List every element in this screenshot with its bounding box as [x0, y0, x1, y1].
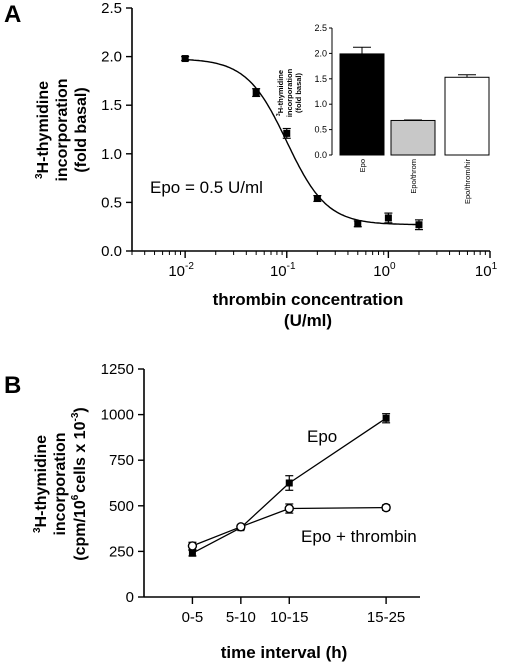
panel-a-data-points — [181, 55, 423, 231]
panel-a-data-point — [313, 195, 321, 203]
panel-b-point-square — [188, 549, 196, 557]
inset-y-label-sup: 3 — [276, 113, 282, 116]
panel-b-y-ticks: 0 250 500 750 1000 1250 — [101, 361, 144, 606]
inset-y-label-text1: H-thymidine — [276, 70, 285, 113]
panel-b-y-label: 3H-thymidine incorporation (cpm/106 cells… — [32, 407, 89, 560]
inset-y-tick-label: 0.5 — [314, 125, 327, 135]
inset-x-label: Epo — [358, 159, 367, 172]
panel-b-y-label-cpm: (cpm/10 — [72, 500, 89, 561]
panel-letter-a: A — [4, 1, 21, 28]
panel-b-point-square — [382, 414, 390, 422]
panel-a-x-tick-label: 100 — [373, 261, 396, 280]
panel-b-point-circle — [381, 502, 391, 513]
inset-y-tick-label: 1.0 — [314, 99, 327, 109]
panel-a-data-point — [384, 214, 392, 222]
panel-b-y-tick-label: 250 — [109, 543, 134, 560]
panel-b-x-label: time interval (h) — [221, 643, 348, 662]
panel-b-series-label-epo-thrombin: Epo + thrombin — [301, 527, 417, 546]
panel-a-data-point — [252, 89, 260, 97]
inset-y-tick-label: 2.0 — [314, 48, 327, 58]
panel-a-data-point — [181, 55, 189, 63]
panel-b-x-axis: 0-5 5-10 10-15 15-25 — [144, 596, 420, 626]
inset-bar — [339, 53, 385, 156]
panel-b-y-tick-label: 0 — [126, 589, 134, 606]
inset-y-tick-label: 0.0 — [314, 150, 327, 160]
inset-y-tick-label: 1.5 — [314, 74, 327, 84]
panel-a-x-tick-label: 10-2 — [168, 261, 194, 280]
panel-a-fit-curve — [185, 58, 419, 226]
panel-b-x-ticks: 0-5 5-10 10-15 15-25 — [182, 597, 405, 626]
panel-a-y-label-sup: 3 — [34, 173, 45, 179]
panel-a-y-label: 3H-thymidine incorporation (fold basal) — [34, 78, 90, 181]
panel-b-y-label-line1: 3H-thymidine — [32, 435, 50, 533]
panel-a-data-point — [283, 129, 291, 137]
panel-b-y-label-sup6: 6 — [70, 494, 81, 500]
panel-b-y-label-supneg3: -3 — [70, 412, 81, 421]
panel-b-y-label-sup3: 3 — [32, 527, 43, 533]
panel-b-series — [187, 413, 391, 557]
panel-a-data-point — [354, 220, 362, 228]
panel-a-y-ticks: 0.0 0.5 1.0 1.5 2.0 2.5 — [101, 0, 132, 260]
panel-b-y-tick-label: 1250 — [101, 361, 134, 378]
panel-b-y-tick-label: 500 — [109, 498, 134, 515]
inset-bars — [339, 46, 490, 156]
panel-a-x-label-line2: (U/ml) — [284, 311, 332, 330]
panel-a-y-tick-label: 0.0 — [101, 243, 122, 260]
panel-a-y-tick-label: 0.5 — [101, 194, 122, 211]
panel-b-y-label-line3: (cpm/106 cells x 10-3) — [70, 407, 89, 560]
panel-a-inset: 0.0 0.5 1.0 1.5 2.0 2.5 3H-thymidine incorpor… — [276, 23, 490, 205]
inset-y-label-line1: 3H-thymidine — [276, 70, 285, 116]
panel-b-x-tick-label: 10-15 — [270, 609, 308, 626]
panel-a-y-label-line3: (fold basal) — [73, 87, 90, 172]
inset-y-label-line2: incorporation — [285, 68, 294, 117]
panel-b-y-label-text1: H-thymidine — [33, 435, 50, 528]
panel-b-y-tick-label: 1000 — [101, 407, 134, 424]
panel-a-data-point — [415, 221, 423, 229]
inset-y-ticks: 0.0 0.5 1.0 1.5 2.0 2.5 — [314, 23, 332, 160]
panel-a-chart: 0.00.51.01.52.02.5 10-2 10-1 100 101 3H-thy… — [34, 0, 498, 330]
inset-bar — [390, 119, 436, 156]
panel-a-x-axis: 10-2 10-1 100 101 — [131, 250, 498, 280]
panel-b-series-line — [192, 506, 387, 547]
inset-x-label: Epo/throm/hir — [463, 159, 472, 205]
panel-b-y-tick-label: 750 — [109, 452, 134, 469]
panel-b-y-label-line2: incorporation — [52, 432, 69, 535]
panel-b-chart: 0 250 500 750 1000 1250 0-5 5-10 10-15 15-25 3H-… — [32, 361, 420, 662]
panel-a-annotation: Epo = 0.5 U/ml — [150, 178, 263, 197]
panel-a-x-tick-label: 10-1 — [270, 261, 296, 280]
panel-a-y-tick-label: 2.5 — [101, 0, 122, 17]
panel-b-point-circle — [236, 522, 246, 532]
inset-y-label: 3H-thymidine incorporation (fold basal) — [276, 68, 303, 117]
panel-a-x-label-line1: thrombin concentration — [213, 290, 404, 309]
panel-a-y-tick-label: 1.0 — [101, 146, 122, 163]
panel-a-y-tick-label: 2.0 — [101, 49, 122, 66]
panel-a-y-label-text1: H-thymidine — [35, 81, 52, 174]
inset-y-label-line3: (fold basal) — [294, 73, 303, 114]
panel-b-series-label-epo: Epo — [307, 427, 337, 446]
panel-b-series-line — [192, 417, 387, 554]
panel-b-y-label-cells: cells x 10 — [72, 421, 89, 492]
panel-b-point-square — [285, 479, 293, 487]
panel-b-x-tick-label: 5-10 — [226, 609, 256, 626]
panel-letter-b: B — [4, 372, 21, 399]
panel-b-x-tick-label: 15-25 — [367, 609, 405, 626]
panel-b-y-axis: 0 250 500 750 1000 1250 — [101, 361, 145, 606]
inset-x-labels: Epo Epo/throm Epo/throm/hir — [358, 159, 472, 205]
panel-a-y-label-line1: 3H-thymidine — [34, 81, 52, 179]
panel-b-point-circle — [284, 503, 294, 514]
panel-a-y-label-line2: incorporation — [54, 78, 71, 181]
panel-a-x-tick-label: 101 — [475, 261, 498, 280]
inset-x-label: Epo/throm — [409, 159, 418, 194]
panel-b-point-circle — [187, 541, 198, 551]
panel-b-x-tick-label: 0-5 — [182, 609, 204, 626]
inset-y-tick-label: 2.5 — [314, 23, 327, 33]
panel-b-y-label-close: ) — [72, 407, 89, 412]
inset-bar — [444, 76, 490, 156]
panel-a-y-axis: 0.0 0.5 1.0 1.5 2.0 2.5 — [101, 0, 133, 260]
panel-a-y-tick-label: 1.5 — [101, 97, 122, 114]
panel-a-x-ticks: 10-2 10-1 100 101 — [131, 251, 498, 280]
